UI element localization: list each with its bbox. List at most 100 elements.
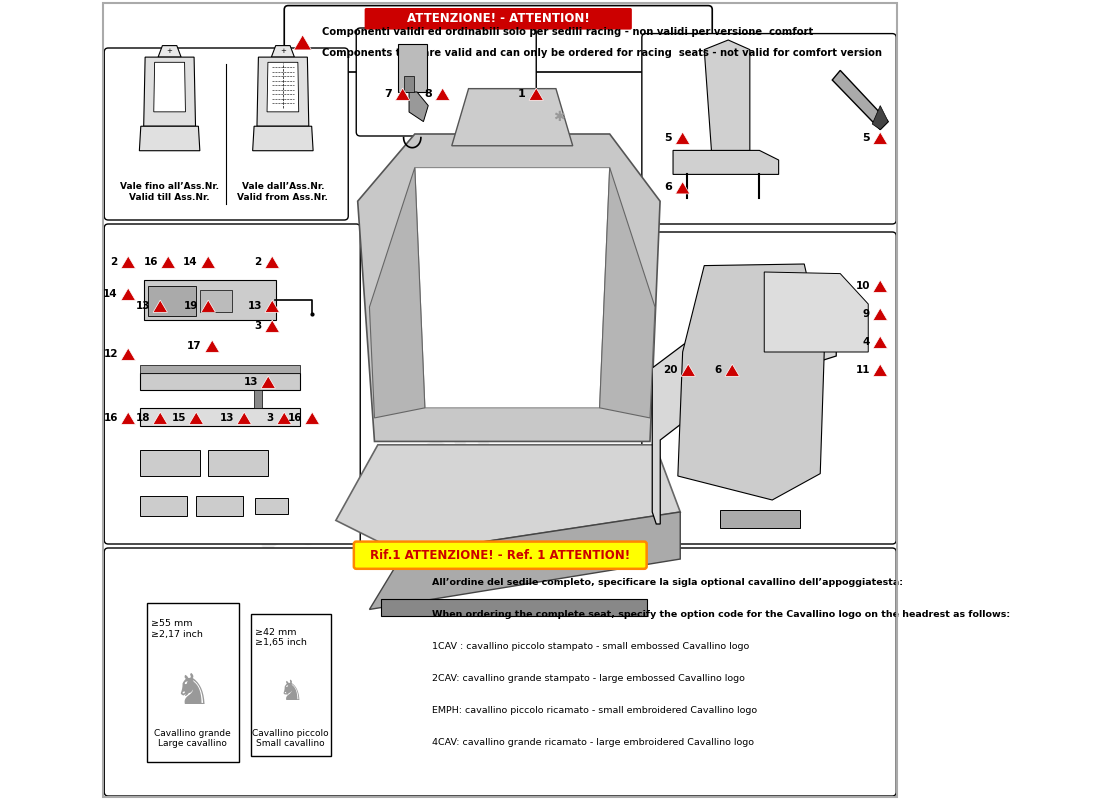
Text: ✱: ✱ [553,110,565,124]
FancyBboxPatch shape [364,8,631,30]
Text: 5: 5 [664,133,672,142]
FancyBboxPatch shape [356,28,536,136]
Text: Components that are valid and can only be ordered for racing  seats - not valid : Components that are valid and can only b… [322,48,882,58]
Text: 7: 7 [385,89,393,98]
Text: 6: 6 [715,365,722,374]
Polygon shape [529,88,543,100]
Polygon shape [154,62,186,112]
Text: 3: 3 [266,413,274,422]
Bar [140,408,300,426]
Text: 6: 6 [664,182,672,192]
Text: All’ordine del sedile completo, specificare la sigla optional cavallino dell’app: All’ordine del sedile completo, specific… [432,578,903,586]
Text: Cavallino piccolo
Small cavallino: Cavallino piccolo Small cavallino [252,729,329,748]
Polygon shape [452,89,573,146]
Polygon shape [253,126,313,150]
Polygon shape [873,280,888,292]
Text: ≥55 mm
≥2,17 inch: ≥55 mm ≥2,17 inch [152,619,204,638]
Polygon shape [272,46,295,57]
Text: 2CAV: cavallino grande stampato - large embossed Cavallino logo: 2CAV: cavallino grande stampato - large … [432,674,745,682]
Text: 9: 9 [862,309,870,318]
Text: 16: 16 [287,413,301,422]
Text: 2: 2 [254,257,262,266]
Polygon shape [201,256,216,268]
Polygon shape [652,320,836,524]
Text: EMPH: cavallino piccolo ricamato - small embroidered Cavallino logo: EMPH: cavallino piccolo ricamato - small… [432,706,758,714]
Polygon shape [673,150,779,174]
Text: 11: 11 [856,365,870,374]
Bar [251,614,331,756]
Polygon shape [277,412,292,424]
Polygon shape [189,412,204,424]
Text: ♞: ♞ [278,678,304,706]
Bar [140,365,300,373]
Text: 4CAV: cavallino grande ricamato - large embroidered Cavallino logo: 4CAV: cavallino grande ricamato - large … [432,738,755,746]
Polygon shape [370,512,680,610]
Polygon shape [370,168,425,418]
Polygon shape [236,412,252,424]
Bar [208,450,268,476]
Polygon shape [158,46,182,57]
FancyBboxPatch shape [641,34,896,224]
Text: 13: 13 [243,377,257,386]
Bar [200,290,232,312]
Text: 16: 16 [103,413,118,422]
FancyBboxPatch shape [284,6,712,72]
Text: 13: 13 [135,301,150,310]
Polygon shape [201,300,216,312]
Polygon shape [205,340,219,352]
Polygon shape [873,308,888,320]
Bar [196,496,243,516]
Text: 1: 1 [518,89,526,98]
Bar [148,286,196,316]
Polygon shape [144,57,196,126]
Text: ≥42 mm
≥1,65 inch: ≥42 mm ≥1,65 inch [254,628,307,647]
Polygon shape [305,412,319,424]
Polygon shape [267,62,299,112]
Polygon shape [121,256,135,268]
Text: Componenti validi ed ordinabili solo per sedili racing - non validi per versione: Componenti validi ed ordinabili solo per… [322,26,813,37]
FancyBboxPatch shape [354,542,647,569]
Text: +: + [279,48,286,54]
Polygon shape [725,364,739,376]
Polygon shape [675,132,690,144]
Text: 19: 19 [184,301,198,310]
Polygon shape [265,300,279,312]
FancyBboxPatch shape [104,548,896,796]
Bar [144,280,276,320]
Polygon shape [764,272,868,352]
FancyBboxPatch shape [104,224,360,544]
Polygon shape [415,168,609,408]
Text: 20: 20 [663,365,678,374]
Text: ♞: ♞ [174,671,211,713]
Polygon shape [436,88,450,100]
Polygon shape [121,348,135,360]
Bar [140,450,200,476]
Text: 16: 16 [143,257,157,266]
Bar [398,44,427,92]
Bar [404,76,414,92]
Bar [146,603,239,762]
Bar [140,373,300,390]
Polygon shape [872,106,888,130]
Text: +: + [167,48,173,54]
Polygon shape [336,445,680,554]
Text: Rif.1 ATTENZIONE! - Ref. 1 ATTENTION!: Rif.1 ATTENZIONE! - Ref. 1 ATTENTION! [371,549,630,562]
Text: 15: 15 [172,413,186,422]
Text: 8: 8 [425,89,432,98]
Polygon shape [675,182,690,194]
Polygon shape [261,376,275,388]
Bar [382,599,647,616]
Text: 12: 12 [103,349,118,358]
Text: 14: 14 [103,289,118,298]
Text: 1CAV : cavallino piccolo stampato - small embossed Cavallino logo: 1CAV : cavallino piccolo stampato - smal… [432,642,749,650]
Polygon shape [681,364,695,376]
Bar [254,390,262,408]
Text: 17: 17 [187,341,201,350]
Polygon shape [833,70,888,130]
Text: ATTENZIONE! - ATTENTION!: ATTENZIONE! - ATTENTION! [407,12,590,25]
Polygon shape [358,134,660,442]
Polygon shape [265,256,279,268]
Text: 13: 13 [219,413,234,422]
Polygon shape [265,320,279,332]
Polygon shape [153,412,167,424]
